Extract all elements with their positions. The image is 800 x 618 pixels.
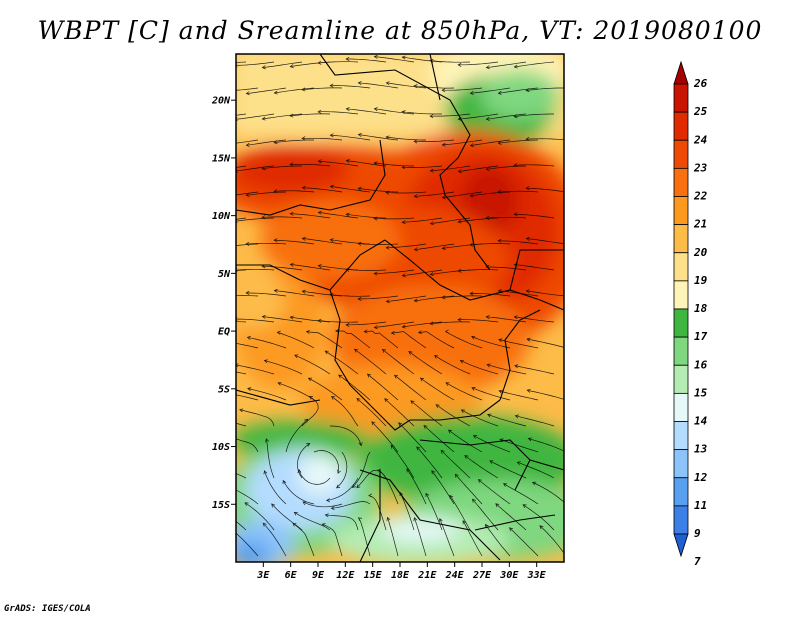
temperature-field bbox=[236, 54, 564, 562]
map-title: WBPT [C] and Sreamline at 850hPa, VT: 20… bbox=[37, 16, 763, 45]
colorbar-label: 11 bbox=[694, 499, 707, 512]
colorbar-label: 22 bbox=[693, 190, 708, 203]
lat-tick-label: 5S bbox=[218, 384, 230, 395]
lat-tick-label: 10N bbox=[212, 211, 231, 222]
colorbar-label: 14 bbox=[694, 415, 708, 428]
grads-credit: GrADS: IGES/COLA bbox=[4, 604, 91, 614]
lat-tick-label: 10S bbox=[212, 442, 230, 453]
colorbar-label: 7 bbox=[694, 555, 701, 568]
colorbar-label: 12 bbox=[694, 471, 708, 484]
lon-tick-label: 21E bbox=[417, 570, 437, 581]
lat-tick-label: 15N bbox=[212, 153, 231, 164]
lon-tick-label: 27E bbox=[472, 570, 492, 581]
colorbar: 26 25 24 23 22 21 20 19 18 17 16 15 14 13 12 11 9 7 bbox=[673, 60, 708, 568]
colorbar-label: 16 bbox=[694, 358, 708, 371]
lat-tick-label: 20N bbox=[211, 96, 231, 107]
colorbar-label: 20 bbox=[693, 246, 708, 259]
lon-tick-label: 3E bbox=[256, 570, 270, 581]
colorbar-label: 25 bbox=[693, 105, 708, 118]
colorbar-label: 18 bbox=[694, 302, 708, 315]
lon-tick-label: 6E bbox=[285, 570, 298, 581]
latitude-axis: 20N 15N 10N 5N EQ 5S 10S 15S bbox=[211, 96, 236, 511]
colorbar-label: 21 bbox=[693, 218, 707, 231]
lon-tick-label: 15E bbox=[364, 570, 383, 581]
country-borders bbox=[236, 54, 564, 562]
lon-tick-label: 9E bbox=[312, 570, 325, 581]
colorbar-label: 23 bbox=[693, 161, 708, 174]
colorbar-label: 19 bbox=[694, 274, 708, 287]
lon-tick-label: 24E bbox=[445, 570, 465, 581]
lon-tick-label: 12E bbox=[336, 570, 355, 581]
lon-tick-label: 18E bbox=[391, 570, 410, 581]
colorbar-label: 24 bbox=[693, 133, 708, 146]
longitude-axis: 3E 6E 9E 12E 15E 18E 21E 24E 27E 30E 33E bbox=[256, 562, 547, 581]
colorbar-label: 9 bbox=[694, 527, 701, 540]
lon-tick-label: 30E bbox=[499, 570, 519, 581]
colorbar-label: 17 bbox=[694, 330, 708, 343]
lat-tick-label: 5N bbox=[218, 269, 231, 280]
lon-tick-label: 33E bbox=[527, 570, 547, 581]
colorbar-label: 26 bbox=[693, 77, 708, 90]
colorbar-label: 15 bbox=[694, 386, 708, 399]
colorbar-label: 13 bbox=[694, 443, 708, 456]
lat-tick-label: 15S bbox=[212, 500, 230, 511]
lat-tick-label: EQ bbox=[218, 327, 230, 338]
